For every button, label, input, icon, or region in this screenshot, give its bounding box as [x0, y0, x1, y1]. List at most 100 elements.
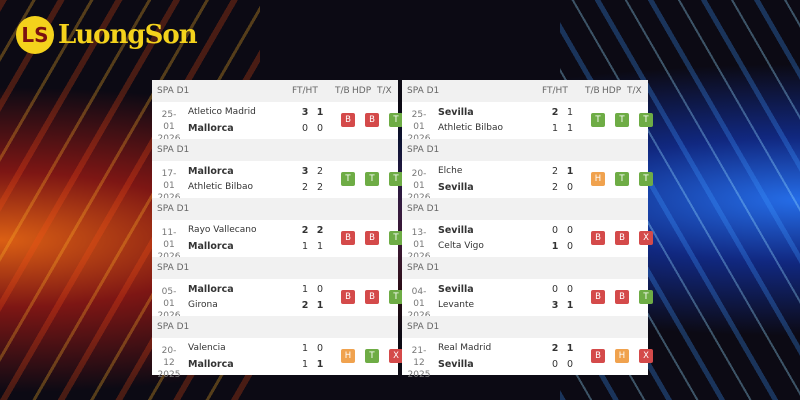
hdp-result-badge: T	[615, 113, 629, 127]
league-header: SPA D1	[402, 139, 648, 161]
match-row: 21-12 2025 Real Madrid 2 1 Sevilla 0 0 B H X	[402, 338, 653, 380]
results-panel-sevilla: SPA D1FT/HTT/BHDPT/X25-012026Sevilla21At…	[402, 80, 653, 380]
home-ft-score: 2	[301, 225, 309, 236]
away-ft-score: 3	[551, 300, 559, 311]
column-tx: T/X	[377, 86, 392, 96]
tx-result-badge: T	[389, 290, 403, 304]
tb-result-badge: B	[591, 231, 605, 245]
away-team: Mallorca	[188, 123, 234, 134]
tb-result-badge: H	[591, 172, 605, 186]
home-ft-score: 1	[301, 284, 309, 295]
home-ht-score: 1	[566, 107, 574, 118]
home-team: Atletico Madrid	[188, 107, 256, 117]
soccer-ball-logo-icon: LS	[16, 16, 54, 54]
away-ft-score: 0	[301, 123, 309, 134]
home-ft-score: 0	[551, 284, 559, 295]
home-team: Rayo Vallecano	[188, 225, 257, 235]
home-ft-score: 2	[551, 166, 559, 177]
league-header: SPA D1	[152, 257, 398, 279]
date-year: 2025	[407, 370, 431, 380]
tx-result-badge: X	[639, 349, 653, 363]
home-team: Sevilla	[438, 107, 474, 118]
home-ht-score: 0	[316, 284, 324, 295]
away-ht-score: 1	[566, 300, 574, 311]
home-ft-score: 0	[551, 225, 559, 236]
tb-result-badge: T	[591, 113, 605, 127]
date-day: 25-01	[161, 110, 177, 132]
column-ft-ht: FT/HT	[292, 86, 318, 96]
league-header: SPA D1	[152, 316, 398, 338]
league-header: SPA D1 FT/HT T/B HDP T/X	[152, 80, 398, 102]
home-ht-score: 2	[316, 225, 324, 236]
home-team: Valencia	[188, 343, 226, 353]
away-ht-score: 0	[566, 359, 574, 370]
date-day: 04-01	[411, 287, 427, 309]
match-row: 20-012026Elche21Sevilla20HTT	[402, 161, 653, 203]
away-ft-score: 2	[301, 182, 309, 193]
brand-logo: LS LuongSon	[16, 16, 198, 54]
away-team: Sevilla	[438, 182, 474, 193]
home-ft-score: 2	[551, 343, 559, 354]
tx-result-badge: T	[639, 172, 653, 186]
hdp-result-badge: T	[365, 349, 379, 363]
tb-result-badge: H	[341, 349, 355, 363]
date-day: 17-01	[161, 169, 177, 191]
match-row: 20-12 2025 Valencia 1 0 Mallorca 1 1 H T X	[152, 338, 403, 380]
column-ft-ht: FT/HT	[542, 86, 568, 96]
tx-result-badge: T	[639, 113, 653, 127]
away-ht-score: 1	[316, 359, 324, 370]
brand-name: LuongSon	[58, 20, 198, 50]
home-ht-score: 0	[316, 343, 324, 354]
league-header: SPA D1	[402, 316, 648, 338]
away-ft-score: 0	[551, 359, 559, 370]
date-year: 2025	[157, 370, 181, 380]
tx-result-badge: T	[389, 113, 403, 127]
column-hdp: HDP	[602, 86, 622, 96]
hdp-result-badge: H	[615, 349, 629, 363]
away-team: Girona	[188, 300, 218, 310]
match-row: 04-012026Sevilla00Levante31BBT	[402, 279, 653, 321]
league-header: SPA D1	[152, 198, 398, 220]
date-day: 20-01	[411, 169, 427, 191]
date-day: 05-01	[161, 287, 177, 309]
hdp-result-badge: B	[365, 290, 379, 304]
tb-result-badge: B	[591, 349, 605, 363]
date-day: 25-01	[411, 110, 427, 132]
away-team: Sevilla	[438, 359, 474, 370]
away-ht-score: 0	[316, 123, 324, 134]
tb-result-badge: B	[341, 290, 355, 304]
tx-result-badge: T	[389, 172, 403, 186]
column-tb: T/B	[585, 86, 600, 96]
home-team: Sevilla	[438, 284, 474, 295]
column-hdp: HDP	[352, 86, 372, 96]
home-ft-score: 1	[301, 343, 309, 354]
league-name: SPA D1	[157, 263, 190, 273]
hdp-result-badge: B	[615, 290, 629, 304]
league-name: SPA D1	[407, 86, 440, 96]
column-tb: T/B	[335, 86, 350, 96]
league-name: SPA D1	[407, 263, 440, 273]
away-team: Mallorca	[188, 359, 234, 370]
column-tx: T/X	[627, 86, 642, 96]
away-team: Athletic Bilbao	[188, 182, 254, 192]
away-team: Celta Vigo	[438, 241, 484, 251]
league-name: SPA D1	[407, 145, 440, 155]
away-team: Levante	[438, 300, 475, 310]
away-team: Athletic Bilbao	[438, 123, 504, 133]
hdp-result-badge: B	[615, 231, 629, 245]
league-name: SPA D1	[157, 322, 190, 332]
column-headers: FT/HT T/B HDP T/X	[402, 80, 648, 102]
date-day: 21-12	[411, 346, 427, 368]
date-day: 11-01	[161, 228, 177, 250]
tb-result-badge: B	[591, 290, 605, 304]
column-headers: FT/HT T/B HDP T/X	[152, 80, 398, 102]
away-ht-score: 1	[566, 123, 574, 134]
league-name: SPA D1	[157, 145, 190, 155]
home-ht-score: 1	[566, 343, 574, 354]
away-ft-score: 1	[301, 359, 309, 370]
